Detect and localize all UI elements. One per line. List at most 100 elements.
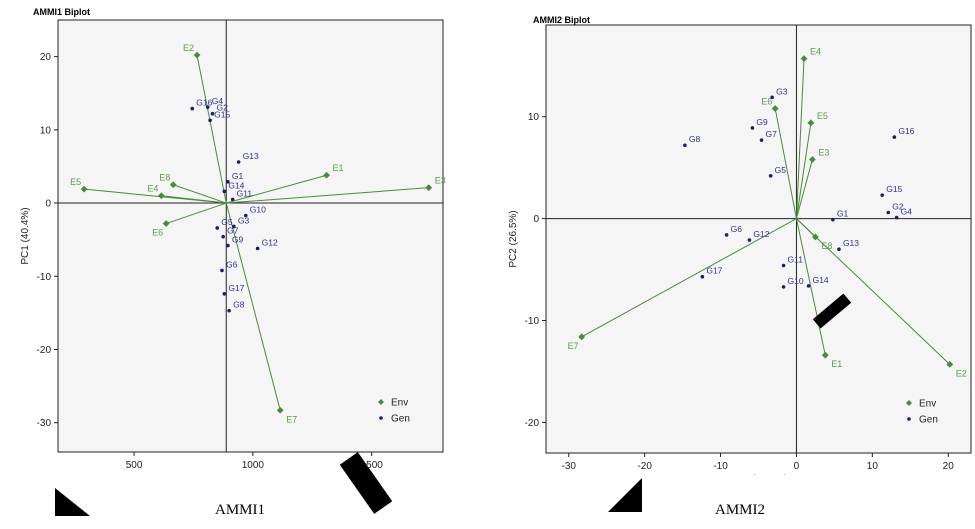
x-tick-label: 500	[126, 460, 143, 470]
gen-point-g16	[892, 135, 897, 139]
y-tick-label: 0	[45, 199, 51, 210]
gen-label-g8: G8	[233, 300, 245, 310]
env-vector-e3	[795, 159, 813, 219]
legend-gen-label: Gen	[919, 415, 938, 426]
env-vector-e8	[796, 218, 816, 238]
gen-point-g12	[255, 246, 260, 251]
gen-label-g11: G11	[237, 188, 253, 198]
legend-env-marker	[906, 400, 912, 406]
y-tick-label: 10	[528, 112, 540, 123]
gen-label-g14: G14	[228, 180, 244, 190]
env-point-e8	[169, 181, 177, 189]
gen-label-g9: G9	[232, 235, 244, 245]
env-label-e6: E6	[761, 97, 772, 107]
gen-point-g9	[750, 126, 755, 130]
env-vector-e2	[796, 218, 951, 365]
env-point-e6	[771, 105, 779, 112]
env-label-e4: E4	[810, 47, 821, 57]
gen-label-g11: G11	[788, 254, 804, 264]
env-label-e5: E5	[817, 111, 828, 121]
env-point-e3	[808, 156, 816, 163]
gen-label-g15: G15	[886, 184, 902, 194]
gen-label-g9: G9	[756, 117, 768, 127]
env-label-e8: E8	[159, 173, 170, 183]
env-vector-e7	[225, 202, 281, 411]
gen-label-g14: G14	[813, 275, 829, 285]
env-label-e2: E2	[183, 43, 194, 53]
env-vector-e6	[165, 202, 227, 225]
gen-point-g11	[781, 263, 786, 268]
y-tick-label: -30	[37, 418, 52, 429]
gen-point-g9	[226, 243, 230, 248]
legend-env-label: Env	[919, 399, 936, 410]
env-vector-e2	[196, 55, 227, 204]
gen-label-g2: G2	[216, 103, 228, 113]
legend-gen-label: Gen	[391, 414, 410, 425]
gen-point-g3	[232, 224, 236, 229]
env-label-e1: E1	[333, 163, 344, 173]
x-tick-label: 0	[794, 461, 800, 472]
legend-env-marker	[378, 399, 384, 405]
y-axis-label: PC1 (40.4%)	[20, 207, 31, 264]
gen-label-g16: G16	[196, 98, 212, 108]
gen-point-g14	[806, 284, 811, 288]
x-tick-label: 1000	[242, 460, 265, 470]
gen-label-g7: G7	[766, 129, 778, 139]
plot-area	[57, 19, 444, 453]
gen-point-g6	[220, 268, 224, 273]
chart-title-ammi2: AMMI2 Biplot	[533, 15, 590, 25]
ammi2-biplot: -30 -20 -10 0 10 20 -20 -10 0 10 PC1 (40.4%) PC2 (2…	[508, 24, 972, 475]
env-point-e5	[80, 185, 88, 193]
gen-label-g4: G4	[212, 96, 224, 106]
decorative-shape	[55, 488, 90, 516]
caption-ammi2: AMMI2	[715, 502, 766, 518]
gen-point-g4	[894, 215, 899, 220]
gen-point-g10	[781, 285, 786, 289]
env-point-e2	[193, 51, 201, 59]
env-point-e7	[578, 333, 586, 341]
gen-point-g13	[236, 160, 241, 164]
gen-point-g14	[222, 189, 227, 194]
env-point-e7	[276, 406, 284, 414]
y-axis-label: PC2 (26.5%)	[508, 210, 519, 267]
env-vector-e8	[173, 184, 227, 204]
legend-env-label: Env	[391, 398, 408, 409]
legend-gen-marker	[379, 416, 383, 420]
y-tick-label: 20	[40, 52, 52, 63]
gen-label-g2: G2	[892, 202, 904, 212]
x-tick-label: -30	[562, 461, 577, 472]
x-tick-label: 1500	[361, 460, 384, 470]
y-tick-label: -20	[525, 418, 540, 429]
x-tick-label: -20	[637, 461, 652, 472]
gen-point-g7	[221, 234, 225, 239]
env-label-e4: E4	[147, 184, 158, 194]
gen-label-g1: G1	[232, 171, 244, 181]
legend-gen-marker	[907, 417, 911, 421]
gen-label-g6: G6	[731, 224, 743, 234]
env-label-e8: E8	[821, 241, 832, 251]
env-point-e8	[812, 233, 819, 241]
gen-point-g17	[700, 274, 705, 279]
gen-point-g8	[227, 308, 231, 313]
y-tick-label: 0	[533, 214, 539, 225]
env-vector-e1	[226, 174, 327, 204]
env-label-e2: E2	[956, 368, 967, 378]
gen-label-g15: G15	[214, 109, 230, 119]
gen-label-g10: G10	[788, 276, 804, 286]
x-tick-label: 20	[943, 461, 955, 472]
gen-label-g5: G5	[221, 217, 233, 227]
env-point-e6	[162, 220, 170, 227]
gen-point-g4	[205, 105, 210, 109]
gen-point-g17	[222, 292, 227, 296]
decorative-shape	[608, 478, 642, 512]
gen-label-g13: G13	[843, 238, 859, 248]
y-tick-label: -10	[525, 316, 540, 327]
gen-point-g16	[190, 106, 195, 111]
gen-label-g10: G10	[250, 204, 266, 214]
gen-point-g12	[747, 238, 752, 242]
gen-point-g15	[208, 118, 212, 123]
chart-title-ammi1: AMMI1 Biplot	[33, 7, 90, 17]
env-vector-e4	[795, 58, 805, 219]
env-point-e5	[807, 119, 815, 127]
